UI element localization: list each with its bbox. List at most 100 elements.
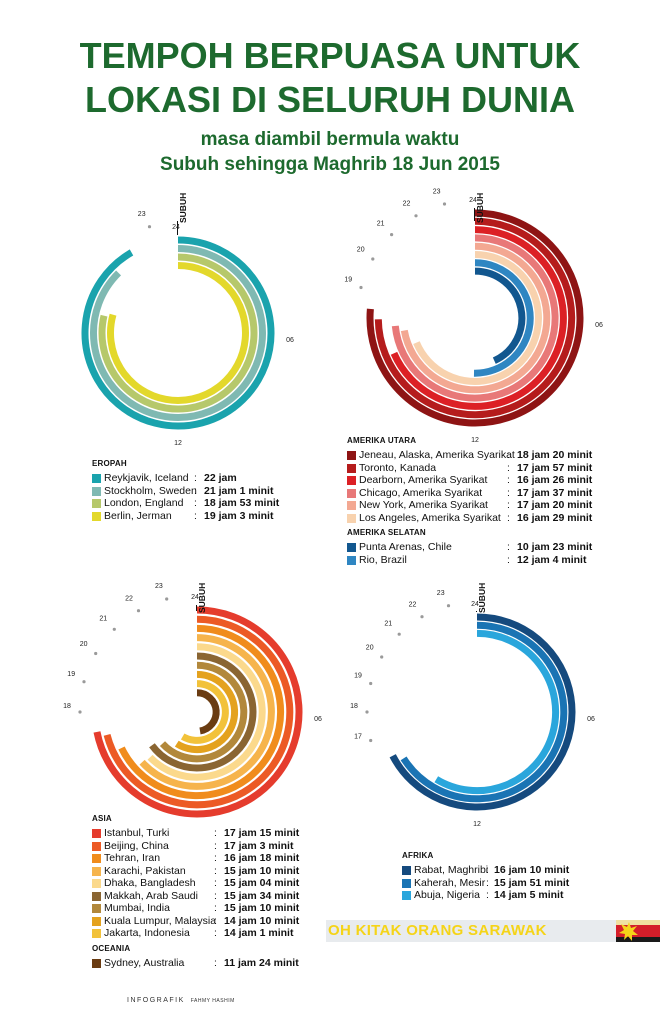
legend-duration: 14 jam 1 minit (224, 927, 294, 939)
legend-location: Istanbul, Turki (104, 827, 170, 839)
legend-row: Rabat, Maghribi:16 jam 10 minit (402, 864, 614, 877)
legend-location: New York, Amerika Syarikat (359, 499, 488, 511)
legend-group-title: AFRIKA (402, 851, 434, 860)
ring-afrika-1 (400, 621, 568, 803)
hour-label-afrika-06: 06 (587, 716, 595, 723)
legend-location: Toronto, Kanada (359, 461, 437, 474)
legend-colon: : (194, 472, 197, 484)
hour-label-amerika-12: 12 (471, 437, 479, 444)
legend-colon: : (214, 852, 217, 864)
legend-row: Kaherah, Mesir:15 jam 51 minit (402, 877, 614, 890)
ring-afrika-2 (434, 629, 560, 795)
ring-amerika-7 (474, 267, 526, 364)
legend-row: Makkah, Arab Saudi:15 jam 34 minit (92, 890, 344, 903)
legend-swatch (92, 879, 101, 888)
legend-row: Dhaka, Bangladesh:15 jam 04 minit (92, 877, 344, 890)
hour-label-amerika-23: 23 (433, 188, 441, 195)
hour-dot-amerika-20 (371, 257, 375, 261)
legend-swatch (92, 958, 101, 968)
legend-duration: 14 jam 10 minit (224, 914, 300, 927)
hour-label-asia-23: 23 (155, 583, 163, 590)
legend-group-title: EROPAH (92, 459, 127, 468)
legend-colon: : (507, 461, 510, 474)
legend-duration: 17 jam 57 minit (517, 461, 593, 474)
ring-asia-2 (118, 624, 285, 800)
legend-row: Punta Arenas, Chile:10 jam 23 minit (347, 541, 637, 554)
hour-label-eropah-06: 06 (286, 337, 294, 344)
hour-dot-afrika-18 (365, 710, 369, 714)
hour-dot-afrika-17 (369, 738, 373, 743)
hour-dot-amerika-19 (359, 285, 363, 290)
legend-swatch (92, 904, 101, 913)
legend-colon: : (214, 956, 217, 969)
legend-location: Kuala Lumpur, Malaysia (104, 914, 217, 927)
legend-swatch (402, 878, 411, 888)
page-subtitle: masa diambil bermula waktu Subuh sehingg… (0, 127, 660, 177)
title-line-2: LOKASI DI SELURUH DUNIA (84, 79, 575, 120)
legend-swatch (92, 841, 101, 851)
credit-name: FAHMY HASHIM (190, 998, 235, 1004)
ring-amerika-6 (473, 259, 534, 377)
legend-row: Rio, Brazil:12 jam 4 minit (347, 554, 637, 567)
legend-group-title: AMERIKA SELATAN (347, 528, 426, 537)
legend-duration: 18 jam 53 minit (204, 497, 280, 509)
hour-dot-afrika-19 (369, 681, 373, 686)
legend-row: Berlin, Jerman:19 jam 3 minit (92, 510, 324, 523)
hour-dot-amerika-23 (442, 202, 447, 206)
ring-amerika-5 (413, 251, 542, 385)
title-line-1: TEMPOH BERPUASA UNTUK (79, 35, 581, 76)
ring-asia-6 (159, 661, 248, 763)
subuh-label-amerika: SUBUH (475, 193, 485, 223)
credit-label: INFOGRAFIK (127, 997, 185, 1004)
legend-location: Punta Arenas, Chile (359, 541, 452, 553)
legend-group-title: ASIA (92, 814, 112, 823)
hour-dot-asia-20 (94, 651, 98, 656)
hour-label-eropah-23: 23 (138, 211, 146, 218)
hour-dot-eropah-23 (147, 225, 152, 229)
hour-label-amerika-21: 21 (377, 221, 385, 228)
legend-row: Tehran, Iran:16 jam 18 minit (92, 852, 344, 865)
legend-row: Reykjavik, Iceland:22 jam (92, 472, 324, 485)
legend-row: Karachi, Pakistan:15 jam 10 minit (92, 865, 344, 878)
legend-colon: : (214, 914, 217, 927)
hour-dot-afrika-22 (420, 615, 424, 619)
legend-duration: 16 jam 10 minit (494, 864, 570, 876)
subtitle-line-1: masa diambil bermula waktu (200, 129, 460, 150)
legend-row: Kuala Lumpur, Malaysia:14 jam 10 minit (92, 915, 344, 928)
hour-label-afrika-19: 19 (354, 673, 362, 680)
ring-eropah-2 (98, 253, 258, 413)
legend-swatch (347, 555, 356, 565)
ring-amerika-4 (400, 242, 551, 394)
legend-colon: : (507, 486, 510, 499)
hour-label-eropah-12: 12 (174, 440, 182, 447)
legend-colon: : (194, 497, 197, 509)
legend-location: Dearborn, Amerika Syarikat (359, 474, 488, 486)
ring-eropah-1 (90, 245, 266, 421)
legend-duration: 15 jam 34 minit (224, 889, 300, 902)
ring-asia-8 (180, 680, 229, 744)
legend-colon: : (507, 499, 510, 511)
legend-location: Stockholm, Sweden (104, 484, 197, 497)
legend-duration: 10 jam 23 minit (517, 541, 593, 553)
legend-colon: : (486, 889, 489, 901)
legend-location: Berlin, Jerman (104, 509, 172, 522)
hour-dot-amerika-21 (390, 233, 394, 237)
legend-row: Toronto, Kanada:17 jam 57 minit (347, 462, 637, 475)
ring-asia-0 (93, 606, 303, 818)
hour-label-afrika-21: 21 (384, 620, 392, 627)
hour-label-eropah-24: 24 (172, 224, 180, 231)
legend-location: Chicago, Amerika Syarikat (359, 486, 483, 499)
legend-location: Reykjavik, Iceland (104, 472, 189, 484)
legend-location: Rio, Brazil (359, 553, 407, 566)
legend-duration: 22 jam (204, 472, 237, 484)
legend-duration: 15 jam 04 minit (224, 877, 300, 889)
legend-colon: : (486, 876, 489, 889)
legend-swatch (92, 891, 101, 901)
hour-label-afrika-23: 23 (437, 590, 445, 597)
legend-duration: 19 jam 3 minit (204, 509, 274, 522)
legend-swatch (347, 543, 356, 552)
legend-colon: : (194, 484, 197, 497)
